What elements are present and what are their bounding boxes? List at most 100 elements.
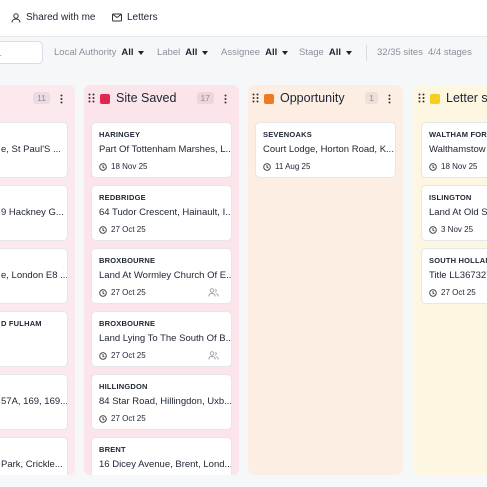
local-authority: SOUTH HOLLAND	[429, 256, 487, 265]
local-authority: SEVENOAKS	[263, 130, 312, 139]
site-address: Park, Crickle...	[1, 459, 63, 470]
site-card[interactable]: ISLINGTON Land At Old Str... 3 Nov 25	[421, 185, 487, 241]
site-card[interactable]: e, St Paul'S ...	[0, 122, 68, 178]
date-text: 27 Oct 25	[111, 225, 146, 234]
site-card[interactable]: REDBRIDGE 64 Tudor Crescent, Hainault, I.…	[91, 185, 232, 241]
date: 11 Aug 25	[263, 162, 310, 171]
shared-tab[interactable]: Shared with me	[11, 12, 95, 23]
site-card[interactable]: HILLINGDON 84 Star Road, Hillingdon, Uxb.…	[91, 374, 232, 430]
top-bar: Shared with me Letters	[0, 0, 487, 37]
column-title: Site Saved	[116, 91, 177, 105]
date-text: 27 Oct 25	[111, 288, 146, 297]
date-text: 27 Oct 25	[441, 288, 476, 297]
count-badge: 17	[196, 92, 214, 104]
stage-color	[100, 94, 110, 104]
column-header: 11	[0, 91, 75, 107]
site-card[interactable]: BROXBOURNE Land At Wormley Church Of E...…	[91, 248, 232, 304]
site-card[interactable]: HARINGEY Part Of Tottenham Marshes, L... 1…	[91, 122, 232, 178]
date: 27 Oct 25	[99, 351, 146, 360]
column-header: Letter se	[414, 91, 487, 107]
separator	[366, 45, 367, 61]
site-address: Land Lying To The South Of B...	[99, 333, 232, 344]
date: 3 Nov 25	[429, 225, 473, 234]
column-header: Site Saved 17	[84, 91, 239, 107]
stage-column: 11 e, St Paul'S ... 9 Hackney G... e, Londo…	[0, 85, 75, 475]
clock-icon	[99, 414, 107, 423]
date-text: 11 Aug 25	[275, 162, 311, 171]
stage-column: Letter se WALTHAM FOREST Walthamstow F... 1…	[414, 85, 487, 475]
local-authority: BROXBOURNE	[99, 256, 156, 265]
filter[interactable]: Label All	[157, 47, 209, 58]
filter[interactable]: Local Authority All	[54, 47, 145, 58]
local-authority: BRENT	[99, 445, 126, 454]
site-card[interactable]: e, London E8 ...	[0, 248, 68, 304]
count-badge: 11	[33, 92, 50, 104]
site-address: Land At Old Str...	[429, 207, 487, 218]
menu-icon[interactable]	[60, 94, 63, 104]
column-title: Opportunity	[280, 91, 345, 105]
caret	[138, 50, 145, 55]
site-card[interactable]: 9 Hackney G...	[0, 185, 68, 241]
mail-icon	[112, 13, 122, 22]
filter-value: All	[185, 47, 198, 58]
site-address: 57A, 169, 169...	[1, 396, 68, 407]
stage-color	[430, 94, 440, 104]
site-card[interactable]: 57A, 169, 169...	[0, 374, 68, 430]
site-address: Land At Wormley Church Of E...	[99, 270, 232, 281]
count-badge: 1	[365, 92, 378, 104]
filter[interactable]: Assignee All	[221, 47, 289, 58]
site-address: e, London E8 ...	[1, 270, 68, 281]
clock-icon	[263, 162, 271, 171]
clock-icon	[99, 162, 107, 171]
caret	[202, 50, 209, 55]
clock-icon	[429, 162, 437, 171]
letters-tab[interactable]: Letters	[112, 12, 158, 23]
caret	[282, 50, 289, 55]
filter-label: Local Authority	[54, 47, 117, 58]
date: 18 Nov 25	[99, 162, 147, 171]
column-title: Letter se	[446, 91, 487, 105]
date: 27 Oct 25	[99, 288, 146, 297]
site-card[interactable]: WALTHAM FOREST Walthamstow F... 18 Nov 25	[421, 122, 487, 178]
menu-icon[interactable]	[224, 94, 227, 104]
clock-icon	[99, 351, 107, 360]
date-text: 18 Nov 25	[111, 162, 148, 171]
assignee-icon	[208, 351, 219, 360]
stage-column: Opportunity 1 SEVENOAKS Court Lodge, Horton…	[248, 85, 403, 475]
local-authority: REDBRIDGE	[99, 193, 146, 202]
clock-icon	[429, 288, 437, 297]
filter-value: All	[121, 47, 134, 58]
filter[interactable]: Stage All	[299, 47, 352, 58]
site-card[interactable]: BRENT 16 Dicey Avenue, Brent, Lond...	[91, 437, 232, 475]
search-box[interactable]: ...	[0, 41, 43, 64]
site-address: 9 Hackney G...	[1, 207, 64, 218]
filter-label: Stage	[299, 47, 324, 58]
column-header: Opportunity 1	[248, 91, 403, 107]
local-authority: D FULHAM	[1, 319, 42, 328]
clock-icon	[99, 288, 107, 297]
site-card[interactable]: SEVENOAKS Court Lodge, Horton Road, K... 1…	[255, 122, 396, 178]
site-address: 64 Tudor Crescent, Hainault, I...	[99, 207, 232, 218]
clock-icon	[99, 225, 107, 234]
date: 18 Nov 25	[429, 162, 477, 171]
drag-handle	[88, 93, 95, 103]
site-card[interactable]: SOUTH HOLLAND Title LL367327... 27 Oct 25	[421, 248, 487, 304]
drag-handle	[252, 93, 259, 103]
stage-color	[264, 94, 274, 104]
tab-label: Shared with me	[26, 12, 96, 23]
site-card[interactable]: D FULHAM	[0, 311, 68, 367]
date: 27 Oct 25	[99, 225, 146, 234]
assignee-icon	[208, 288, 219, 297]
local-authority: HILLINGDON	[99, 382, 148, 391]
user-icon	[11, 12, 21, 23]
date: 27 Oct 25	[99, 414, 146, 423]
filter-label: Assignee	[221, 47, 261, 58]
site-address: e, St Paul'S ...	[1, 144, 61, 155]
site-address: Court Lodge, Horton Road, K...	[263, 144, 394, 155]
filter-value: All	[265, 47, 278, 58]
site-card[interactable]: BROXBOURNE Land Lying To The South Of B..…	[91, 311, 232, 367]
site-card[interactable]: Park, Crickle...	[0, 437, 68, 475]
clock-icon	[429, 225, 437, 234]
menu-icon[interactable]	[388, 94, 391, 104]
filter-label: Label	[157, 47, 181, 58]
